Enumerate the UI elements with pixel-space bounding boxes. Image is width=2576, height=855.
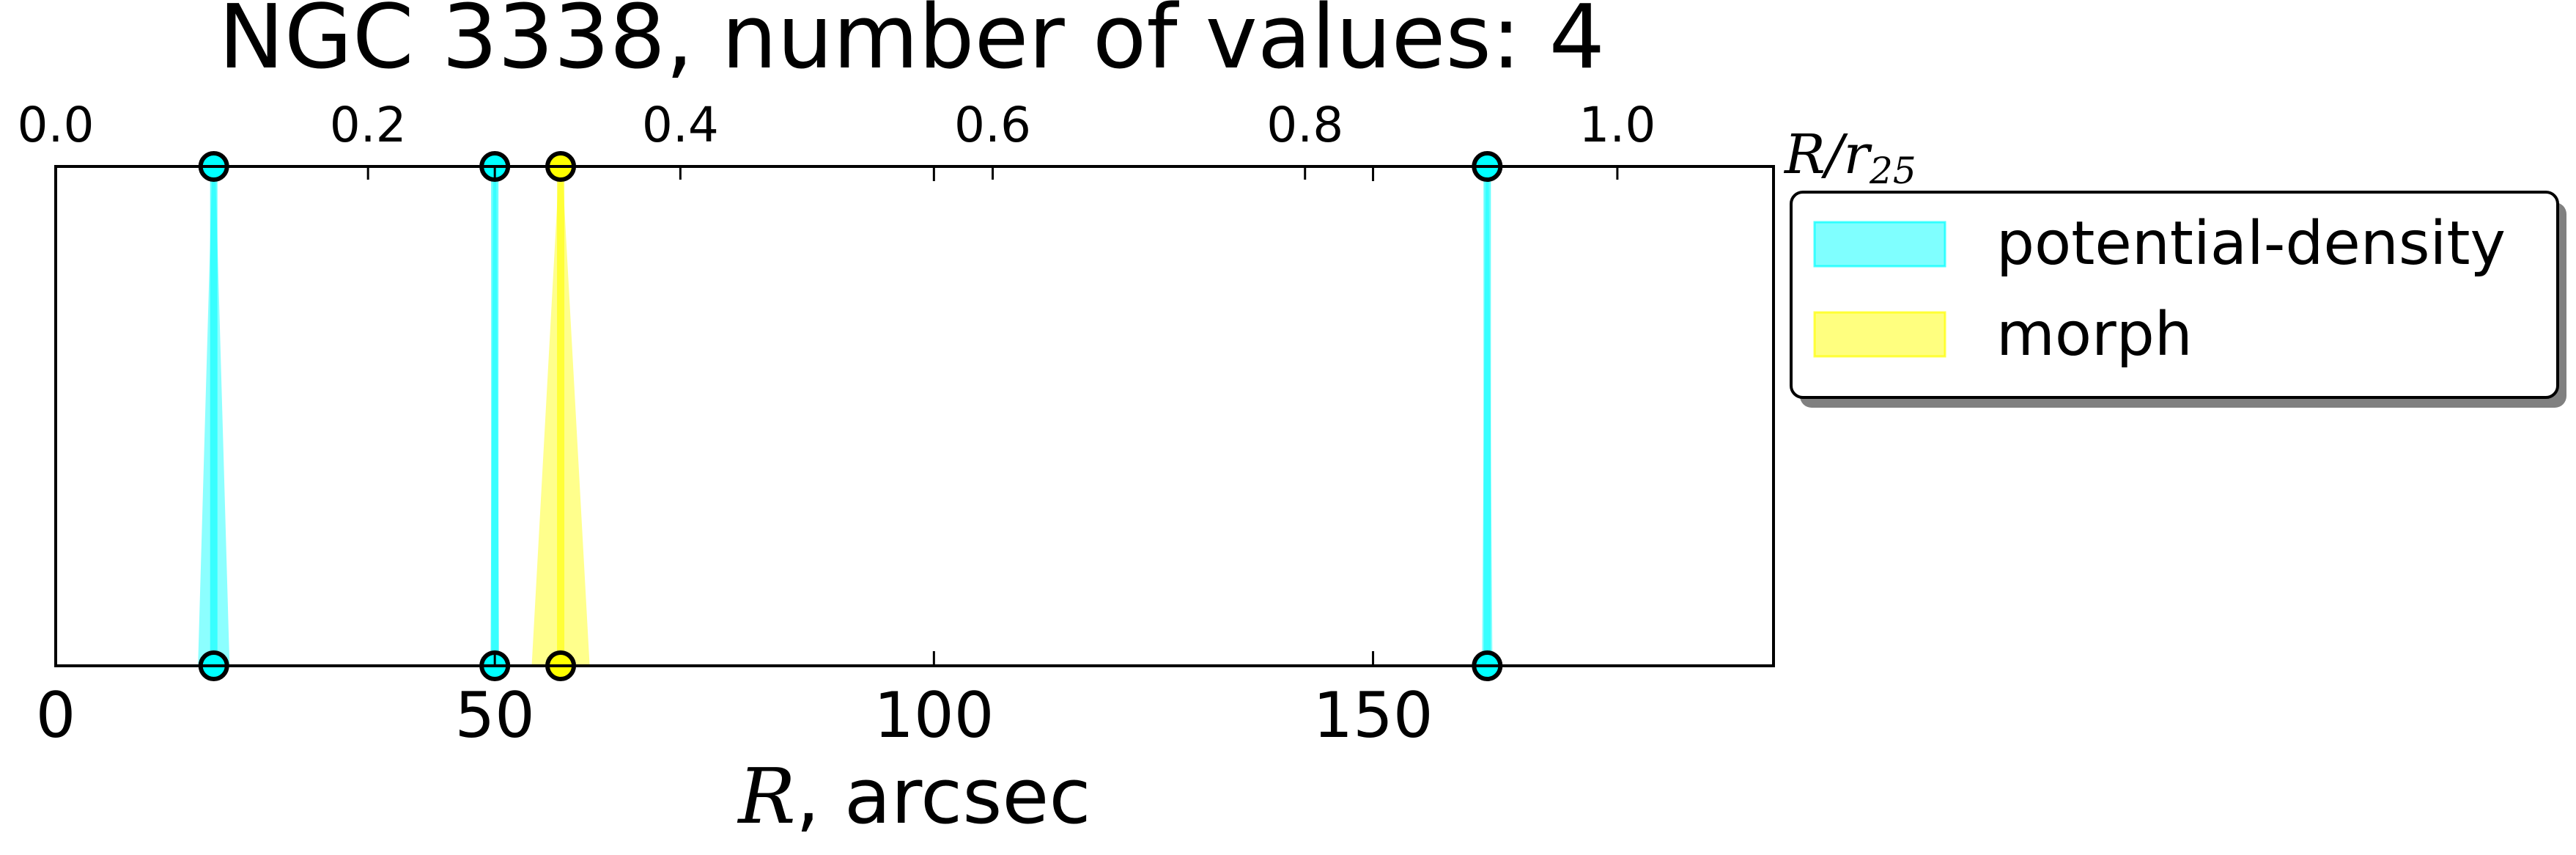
top-axis-label-numerator: R [1783, 123, 1826, 186]
top-axis-label-denominator: r [1844, 123, 1873, 186]
x-axis-label-symbol: R [737, 752, 795, 841]
bottom-tick-label-1: 50 [454, 679, 534, 752]
top-tick-label-3: 0.6 [954, 97, 1031, 153]
top-axis-label-slash: / [1821, 123, 1848, 186]
top-tick-label-4: 0.8 [1266, 97, 1343, 153]
bottom-tick-label-2: 100 [874, 679, 994, 752]
top-tick-label-1: 0.2 [330, 97, 407, 153]
x-axis-label: R, arcsec [737, 752, 1090, 841]
bottom-tick-label-3: 150 [1313, 679, 1433, 752]
bottom-tick-label-0: 0 [36, 679, 76, 752]
legend-box [1790, 191, 2559, 399]
legend-label-morph: morph [1996, 300, 2193, 370]
top-tick-label-2: 0.4 [642, 97, 719, 153]
top-axis-label-subscript: 25 [1869, 150, 1916, 192]
top-axis-ticks: 0.0 0.2 0.4 0.6 0.8 1.0 [18, 97, 1656, 180]
plot-area [54, 151, 1775, 681]
series-spans [198, 166, 1493, 666]
legend-swatch-potential-density [1813, 221, 1946, 268]
x-axis-label-unit: , arcsec [796, 752, 1091, 841]
top-tick-label-0: 0.0 [18, 97, 95, 153]
legend-label-potential-density: potential-density [1996, 209, 2506, 279]
legend: potential-density morph [1790, 191, 2566, 408]
plot-background [56, 166, 1774, 666]
chart-title: NGC 3338, number of values: 4 [218, 0, 1605, 89]
plot-frame [54, 165, 1775, 667]
bottom-axis-ticks: 0 50 100 150 [36, 166, 1433, 752]
top-tick-label-5: 1.0 [1579, 97, 1656, 153]
top-axis-label: R/r25 [1783, 123, 1916, 192]
legend-swatch-morph [1813, 311, 1946, 358]
